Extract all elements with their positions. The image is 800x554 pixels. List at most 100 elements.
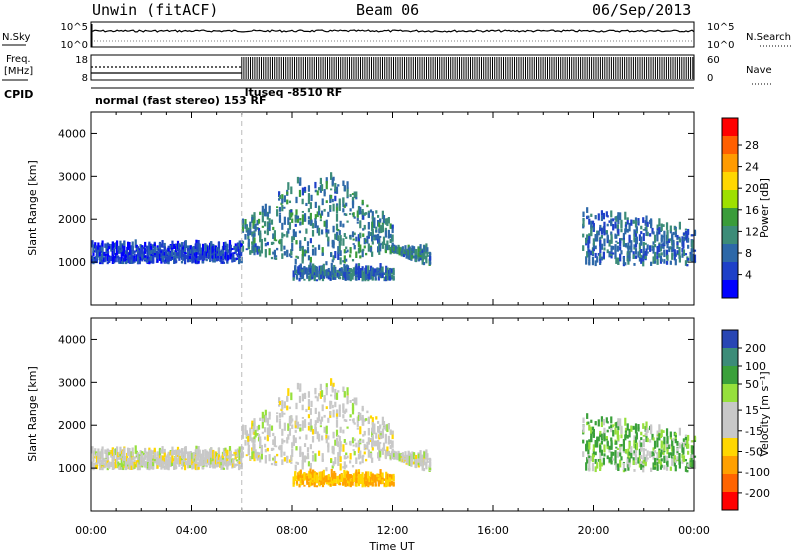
velocity-mark [106, 467, 109, 471]
power-mark [317, 227, 321, 236]
velocity-mark [318, 471, 321, 477]
power-mark [594, 215, 597, 220]
power-mark [663, 259, 666, 264]
power-mark [353, 216, 356, 219]
velocity-mark [669, 466, 672, 471]
velocity-mark [620, 443, 623, 447]
velocity-mark [417, 453, 420, 459]
power-mark [181, 248, 185, 254]
power-mark [422, 262, 426, 266]
power-mark [343, 185, 346, 192]
power-mark [627, 258, 630, 265]
nave-tick-top: 60 [707, 55, 720, 66]
velocity-mark [588, 466, 591, 472]
velocity-mark [606, 455, 609, 460]
power-mark [325, 261, 328, 266]
power-mark [375, 210, 378, 214]
velocity-mark [318, 479, 321, 482]
velocity-mark [320, 390, 324, 398]
velocity-mark [376, 473, 379, 478]
power-mark [374, 272, 377, 281]
power-mark [374, 268, 377, 276]
velocity-mark [321, 404, 324, 412]
power-mark [429, 256, 432, 261]
velocity-mark [133, 466, 136, 469]
velocity-mark [228, 446, 232, 454]
velocity-mark [371, 427, 374, 434]
power-mark [226, 262, 229, 264]
power-mark [357, 208, 361, 215]
power-mark [306, 269, 309, 277]
power-mark [314, 217, 317, 223]
velocity-mark [684, 459, 688, 462]
velocity-mark [263, 443, 267, 448]
power-mark [321, 198, 324, 206]
power-mark [334, 276, 337, 280]
velocity-mark [592, 449, 595, 456]
power-mark [417, 256, 420, 260]
power-mark [141, 250, 144, 259]
cpid-segment-0: normal (fast stereo) 153 RF [95, 94, 267, 107]
power-mark [377, 268, 380, 274]
power-mark [331, 274, 335, 280]
power-mark [337, 273, 341, 280]
power-mark [146, 260, 150, 263]
power-mark [148, 256, 151, 264]
power-mark [588, 260, 591, 266]
power-mark [221, 249, 225, 258]
power-mark [339, 257, 342, 265]
y-tick-label: 2000 [58, 213, 86, 226]
velocity-mark [294, 437, 297, 444]
power-mark [191, 246, 194, 255]
velocity-mark [411, 458, 414, 462]
power-mark [617, 212, 620, 221]
velocity-mark [128, 447, 131, 455]
velocity-mark [200, 459, 203, 466]
velocity-mark [337, 458, 340, 466]
velocity-mark [343, 391, 346, 398]
velocity-mark [674, 459, 677, 463]
power-mark [307, 200, 311, 205]
power-mark [351, 200, 355, 209]
power-mark [113, 248, 116, 255]
power-mark [591, 256, 595, 266]
power-mark [644, 242, 647, 245]
power-mark [378, 237, 381, 244]
velocity-mark [610, 428, 613, 433]
power-mark [270, 256, 274, 260]
velocity-mark [280, 408, 283, 411]
colorbar-frame [721, 329, 739, 511]
power-mark [421, 249, 424, 254]
power-mark [587, 239, 590, 249]
velocity-mark [160, 464, 163, 470]
power-mark [144, 257, 147, 261]
colorbar-cell [722, 172, 738, 191]
power-mark [309, 256, 312, 263]
velocity-mark [329, 400, 332, 410]
power-mark [146, 246, 150, 255]
velocity-mark [263, 436, 267, 440]
velocity-mark [217, 460, 220, 465]
velocity-mark [180, 466, 184, 470]
velocity-mark [659, 452, 663, 458]
power-mark [619, 212, 622, 221]
velocity-mark [371, 434, 374, 440]
velocity-mark [270, 425, 274, 431]
power-mark [367, 278, 370, 282]
velocity-mark [368, 477, 371, 486]
velocity-mark [192, 462, 195, 469]
velocity-mark [115, 461, 119, 465]
power-mark [229, 253, 232, 259]
velocity-mark [672, 448, 675, 457]
power-mark [291, 236, 294, 243]
y-tick-label: 1000 [58, 462, 86, 475]
velocity-mark [385, 471, 388, 479]
velocity-mark [649, 439, 652, 443]
power-mark [351, 231, 355, 238]
velocity-mark [652, 462, 655, 470]
velocity-mark [614, 461, 617, 466]
velocity-mark [231, 454, 234, 457]
colorbar-cell [722, 208, 738, 227]
